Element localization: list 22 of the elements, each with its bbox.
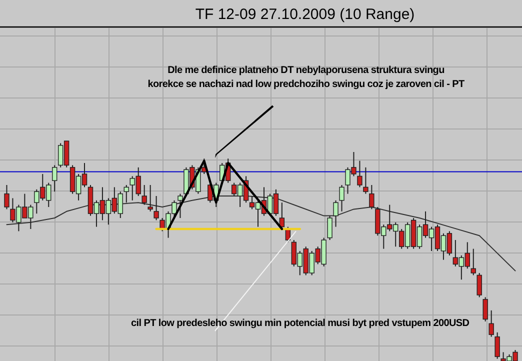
candlestick (154, 196, 159, 221)
annotation: cil PT low predesleho swingu min potencial musi byt pred vstupem 200USD (131, 318, 470, 329)
candlestick (327, 215, 332, 240)
text: Dle me definice platneho DT nebylaporusena struktura svingu korekce se nachazi nad low predchoziho swingu coz je zaroven cil - PT (148, 65, 464, 90)
candlestick (124, 184, 129, 204)
candlestick (279, 202, 285, 230)
candlestick (363, 166, 368, 194)
chart-title: TF 12-09 27.10.2009 (10 Range) (195, 6, 415, 23)
candlestick (369, 184, 374, 210)
candlestick (148, 184, 153, 212)
candlestick (52, 164, 58, 192)
candlestick (482, 296, 488, 322)
candlestick (476, 272, 482, 298)
candlestick (339, 184, 344, 212)
candlestick (357, 160, 362, 188)
candlestick (494, 332, 500, 360)
candlestick (470, 248, 476, 276)
candlestick (333, 200, 338, 228)
candlestick (142, 184, 147, 206)
candlestick (4, 184, 10, 210)
candlestick (178, 193, 183, 218)
candlestick (488, 310, 494, 338)
